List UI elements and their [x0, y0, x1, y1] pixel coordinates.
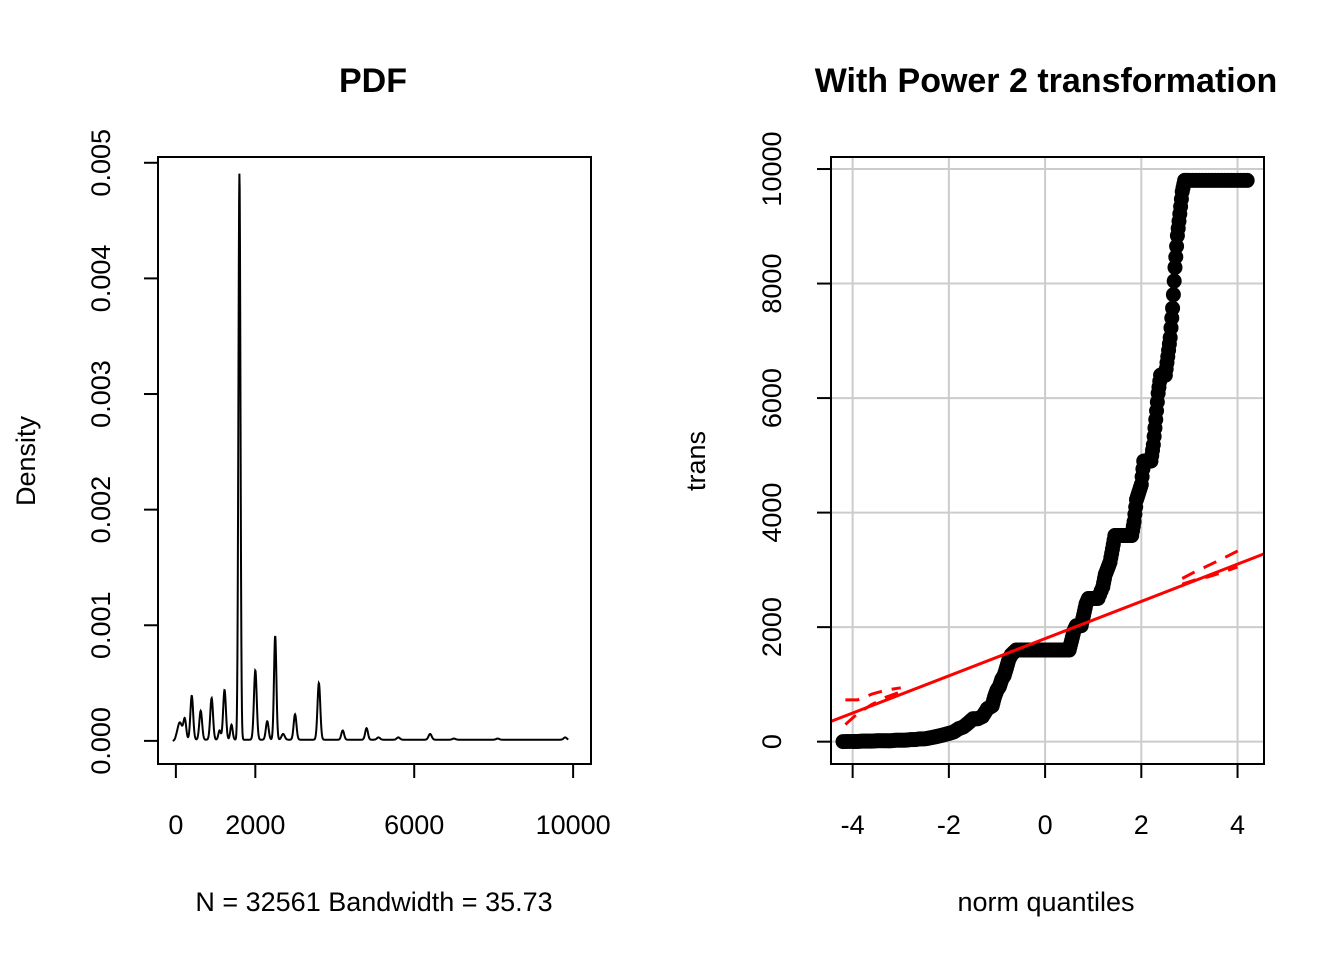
confidence-band — [844, 548, 1241, 726]
data-point — [1239, 172, 1255, 188]
y-tick-label: 0.004 — [86, 245, 116, 313]
y-axis: 0 2000 4000 6000 8000 10000 — [757, 131, 832, 749]
x-tick-label: 2 — [1134, 810, 1149, 840]
data-point — [1165, 287, 1181, 303]
x-tick-label: 0 — [168, 810, 183, 840]
grid — [831, 157, 1264, 764]
y-tick-label: 0.001 — [86, 591, 116, 659]
y-axis-label: Density — [11, 415, 41, 506]
qq-panel: With Power 2 transformation -4 -2 0 2 4 0 200… — [681, 62, 1277, 917]
y-tick-label: 6000 — [757, 368, 787, 428]
y-tick-label: 0.002 — [86, 476, 116, 544]
x-axis: 0 2000 6000 10000 — [168, 763, 611, 840]
y-tick-label: 4000 — [757, 483, 787, 543]
data-point — [1165, 300, 1181, 316]
density-panel: PDF 0 2000 6000 10000 0.0000.0010.0020.0030… — [11, 62, 611, 917]
y-axis-label: trans — [681, 431, 711, 491]
x-axis: -4 -2 0 2 4 — [841, 763, 1245, 840]
x-tick-label: 4 — [1230, 810, 1245, 840]
y-tick-label: 8000 — [757, 254, 787, 314]
y-tick-label: 0.005 — [86, 129, 116, 197]
x-tick-label: 6000 — [384, 810, 444, 840]
x-tick-label: -2 — [937, 810, 961, 840]
x-tick-label: 2000 — [225, 810, 285, 840]
y-tick-label: 2000 — [757, 597, 787, 657]
x-axis-label: N = 32561 Bandwidth = 35.73 — [195, 887, 552, 917]
y-tick-label: 0 — [757, 734, 787, 749]
fit-line — [830, 552, 1265, 723]
confidence-band-line — [845, 686, 902, 702]
x-axis-label: norm quantiles — [957, 887, 1134, 917]
y-tick-label: 10000 — [757, 131, 787, 206]
y-tick-label: 0.000 — [86, 707, 116, 775]
confidence-band-line — [1181, 548, 1241, 580]
data-points — [835, 172, 1255, 750]
chart-title: PDF — [339, 62, 407, 100]
chart-title: With Power 2 transformation — [815, 62, 1278, 100]
plot-frame — [157, 156, 592, 765]
confidence-band-line — [844, 690, 902, 726]
density-curve — [172, 173, 569, 742]
plot-frame — [830, 156, 1265, 765]
data-point — [1166, 273, 1182, 289]
x-tick-label: 10000 — [536, 810, 611, 840]
y-tick-label: 0.003 — [86, 360, 116, 428]
y-axis: 0.000 0.001 0.002 0.003 0.004 0.005 — [86, 129, 159, 775]
x-tick-label: -4 — [841, 810, 865, 840]
confidence-band-line — [1181, 565, 1239, 586]
x-tick-label: 0 — [1038, 810, 1053, 840]
